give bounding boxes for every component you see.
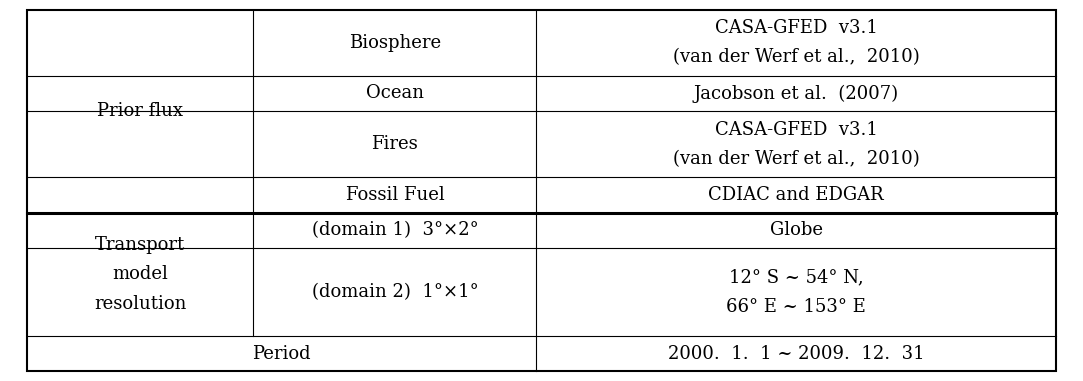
Text: (domain 1)  3°×2°: (domain 1) 3°×2° [312,221,479,239]
Text: Fossil Fuel: Fossil Fuel [345,186,444,204]
Text: Globe: Globe [770,221,823,239]
Text: Fires: Fires [371,135,418,153]
Text: Period: Period [252,345,311,363]
Text: CASA-GFED  v3.1
(van der Werf et al.,  2010): CASA-GFED v3.1 (van der Werf et al., 201… [673,19,919,66]
Text: 12° S ~ 54° N,
66° E ~ 153° E: 12° S ~ 54° N, 66° E ~ 153° E [727,269,866,315]
Text: Transport
model
resolution: Transport model resolution [94,236,186,312]
Text: 2000.  1.  1 ~ 2009.  12.  31: 2000. 1. 1 ~ 2009. 12. 31 [668,345,925,363]
Text: CDIAC and EDGAR: CDIAC and EDGAR [708,186,884,204]
Text: Jacobson et al.  (2007): Jacobson et al. (2007) [693,84,899,102]
Text: Ocean: Ocean [366,84,423,102]
Text: Prior flux: Prior flux [97,102,183,120]
Text: Biosphere: Biosphere [349,34,441,52]
Text: (domain 2)  1°×1°: (domain 2) 1°×1° [312,283,479,301]
Text: CASA-GFED  v3.1
(van der Werf et al.,  2010): CASA-GFED v3.1 (van der Werf et al., 201… [673,120,919,168]
